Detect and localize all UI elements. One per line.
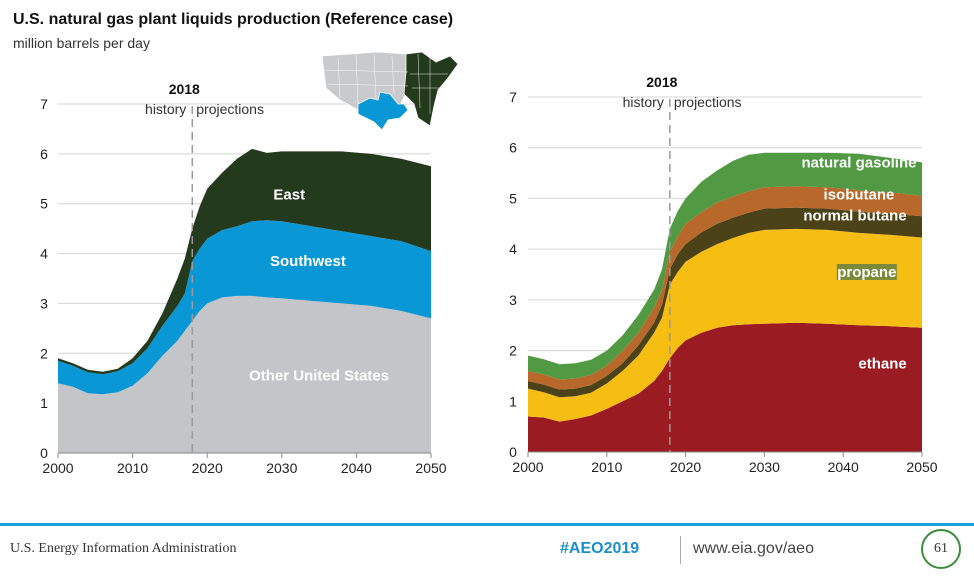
area-other-united-states [58, 295, 431, 453]
x-tick-label: 2030 [266, 460, 297, 476]
page-number-badge: 61 [921, 529, 961, 569]
area-southwest [58, 220, 431, 395]
x-tick-label: 2010 [591, 459, 622, 475]
x-tick-label: 2020 [192, 460, 223, 476]
x-tick-label: 2050 [415, 460, 446, 476]
page-number: 61 [934, 541, 948, 556]
y-tick-label: 4 [509, 241, 517, 257]
footer-divider [0, 523, 974, 526]
footer-url[interactable]: www.eia.gov/aeo [693, 540, 814, 557]
y-tick-label: 0 [40, 445, 48, 461]
y-tick-label: 7 [40, 96, 48, 112]
y-tick-label: 3 [40, 295, 48, 311]
series-label-box [836, 263, 897, 280]
area-east [58, 148, 431, 375]
divider-year-label: 2018 [646, 74, 677, 90]
series-label-natural-gasoline: natural gasoline [801, 154, 916, 171]
projections-label: projections [674, 94, 742, 110]
page-title: U.S. natural gas plant liquids productio… [13, 11, 454, 28]
x-tick-label: 2030 [749, 459, 780, 475]
x-tick-label: 2020 [670, 459, 701, 475]
history-label: history [145, 101, 186, 117]
footer-agency: U.S. Energy Information Administration [10, 541, 237, 556]
series-label-normal-butane: normal butane [803, 208, 906, 225]
footer-separator [680, 536, 681, 564]
series-label-southwest: Southwest [270, 253, 346, 270]
area-propane [528, 228, 922, 422]
y-tick-label: 6 [509, 140, 517, 156]
map-southwest-shape [357, 91, 409, 130]
y-tick-label: 1 [509, 393, 517, 409]
x-tick-label: 2000 [512, 459, 543, 475]
map-east-shape [403, 51, 459, 127]
x-tick-label: 2000 [42, 460, 73, 476]
y-tick-label: 4 [40, 246, 48, 262]
y-tick-label: 2 [40, 345, 48, 361]
y-tick-label: 5 [509, 190, 517, 206]
series-label-ethane: ethane [858, 355, 906, 372]
area-normal-butane [528, 207, 922, 398]
y-tick-label: 3 [509, 292, 517, 308]
history-label: history [623, 94, 664, 110]
y-tick-label: 7 [509, 89, 517, 105]
area-ethane [528, 322, 922, 452]
series-label-isobutane: isobutane [824, 186, 895, 203]
x-tick-label: 2040 [828, 459, 859, 475]
us-region-map [321, 51, 459, 130]
y-tick-label: 5 [40, 196, 48, 212]
x-tick-label: 2040 [341, 460, 372, 476]
y-tick-label: 0 [509, 444, 517, 460]
divider-year-label: 2018 [169, 81, 200, 97]
series-label-propane: propane [837, 264, 896, 281]
series-label-other-united-states: Other United States [249, 368, 389, 385]
area-isobutane [528, 186, 922, 390]
series-label-east: East [273, 187, 305, 204]
x-tick-label: 2050 [906, 459, 937, 475]
y-tick-label: 1 [40, 395, 48, 411]
x-tick-label: 2010 [117, 460, 148, 476]
y-tick-label: 6 [40, 146, 48, 162]
footer-hashtag[interactable]: #AEO2019 [560, 540, 640, 557]
page-subtitle: million barrels per day [13, 35, 150, 51]
area-natural-gasoline [528, 152, 922, 380]
projections-label: projections [196, 101, 264, 117]
y-tick-label: 2 [509, 343, 517, 359]
